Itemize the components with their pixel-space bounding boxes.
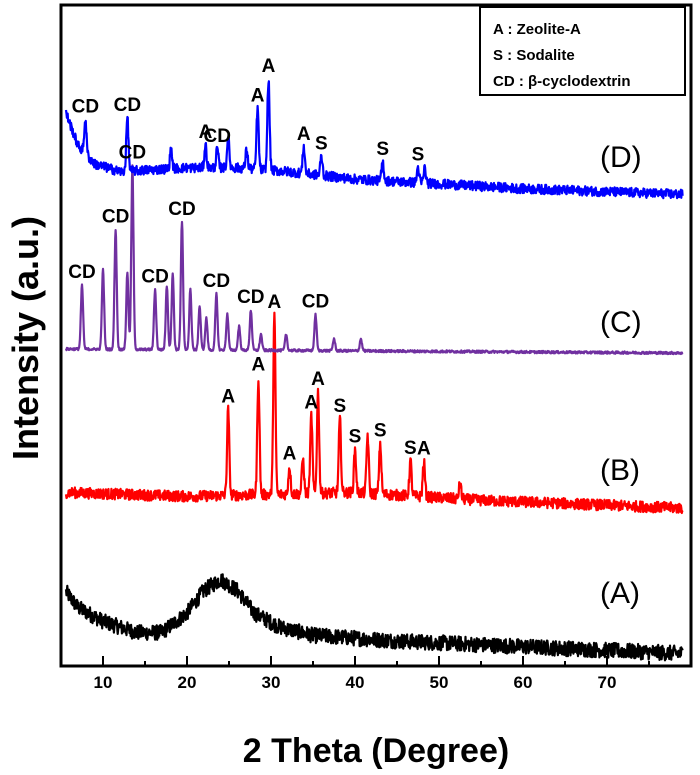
- peak-label-d: CD: [114, 95, 141, 116]
- peak-label-b: A: [221, 387, 235, 408]
- peak-label-b: S: [374, 420, 387, 441]
- peak-label-d: CD: [72, 96, 99, 117]
- peak-label-b: A: [417, 439, 431, 460]
- peak-label-b: A: [268, 292, 282, 313]
- x-ticks: 10 20 30 40 50 60 70: [94, 656, 650, 692]
- peak-label-b: S: [334, 396, 347, 417]
- y-axis-title: Intensity (a.u.): [5, 216, 46, 460]
- x-tick-label: 70: [598, 673, 617, 692]
- series-b-line: [64, 311, 684, 515]
- series-layer: [64, 80, 684, 662]
- curve-label-d: (D): [600, 141, 642, 174]
- peak-label-c: CD: [141, 267, 168, 288]
- peak-label-d: A: [297, 124, 311, 145]
- peak-label-c: CD: [119, 142, 146, 163]
- peak-label-b: S: [349, 427, 362, 448]
- peak-label-b: A: [283, 444, 297, 465]
- series-a-line: [64, 573, 684, 662]
- peak-label-c: CD: [203, 271, 230, 292]
- series-d-line: [64, 80, 684, 200]
- curve-label-a: (A): [600, 577, 640, 610]
- peak-label-c: CD: [168, 199, 195, 220]
- peak-label-c: CD: [102, 206, 129, 227]
- peak-label-d: A: [199, 122, 213, 143]
- peak-label-c: CD: [68, 262, 95, 283]
- peak-label-b: A: [252, 355, 266, 376]
- x-tick-label: 40: [346, 673, 365, 692]
- x-tick-label: 50: [430, 673, 449, 692]
- peak-label-d: CD: [203, 126, 230, 147]
- x-tick-label: 20: [178, 673, 197, 692]
- legend-box: [479, 6, 686, 96]
- x-axis-title: 2 Theta (Degree): [243, 732, 509, 770]
- curve-label-b: (B): [600, 454, 640, 487]
- peak-label-d: S: [412, 145, 425, 166]
- peak-label-d: A: [262, 56, 276, 77]
- curve-label-c: (C): [600, 306, 642, 339]
- peak-label-b: A: [311, 369, 325, 390]
- x-tick-label: 30: [262, 673, 281, 692]
- peak-label-d: A: [251, 86, 265, 107]
- legend-entry-sodalite: S : Sodalite: [493, 47, 575, 64]
- peak-label-b: A: [304, 393, 318, 414]
- x-tick-label: 10: [94, 673, 113, 692]
- series-c-line: [64, 164, 684, 356]
- x-tick-label: 60: [514, 673, 533, 692]
- legend: A : Zeolite-A S : Sodalite CD : β-cyclod…: [479, 6, 686, 96]
- curve-label-layer: (A) (B) (C) (D): [600, 141, 642, 610]
- legend-entry-zeolite-a: A : Zeolite-A: [493, 21, 581, 38]
- plot-frame: [59, 3, 693, 668]
- peak-label-d: S: [376, 139, 389, 160]
- peak-label-d: S: [315, 133, 328, 154]
- legend-entry-cyclodextrin: CD : β-cyclodextrin: [493, 73, 631, 90]
- peak-label-b: S: [404, 438, 417, 459]
- peak-label-c: CD: [237, 287, 264, 308]
- peak-label-c: CD: [302, 292, 329, 313]
